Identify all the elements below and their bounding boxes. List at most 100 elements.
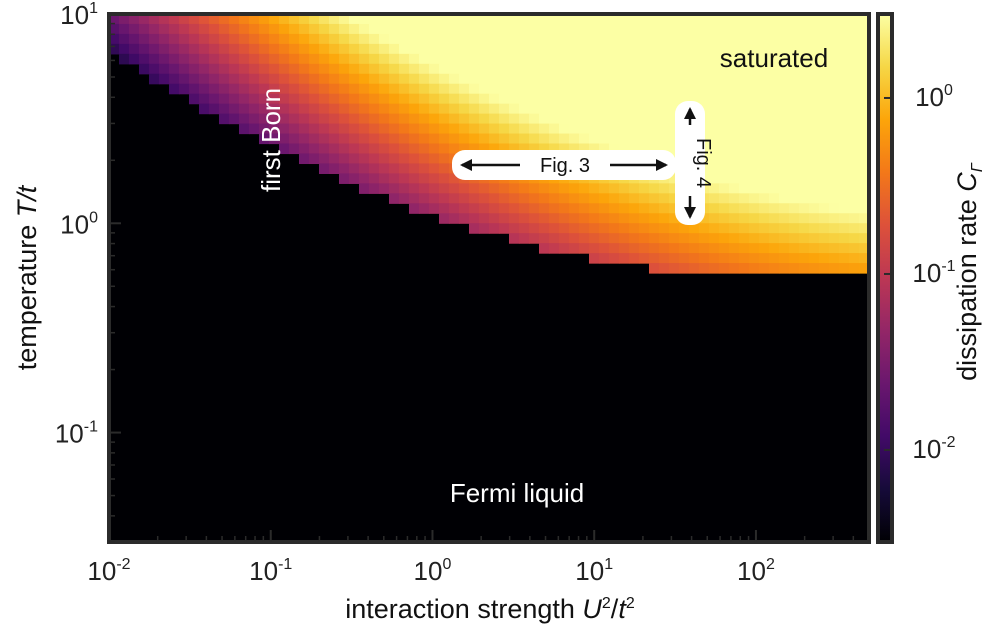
- heatmap-cell: [369, 83, 380, 95]
- heatmap-cell: [339, 153, 350, 165]
- heatmap-cell: [429, 113, 440, 125]
- heatmap-cell: [639, 113, 650, 125]
- heatmap-cell: [759, 233, 770, 244]
- heatmap-cell: [569, 223, 580, 234]
- heatmap-cell: [219, 23, 230, 35]
- heatmap-cell: [819, 33, 830, 45]
- heatmap-cell: [169, 14, 180, 25]
- heatmap-cell: [719, 23, 730, 35]
- heatmap-cell: [619, 83, 630, 95]
- heatmap-cell: [519, 43, 530, 55]
- heatmap-cell: [399, 33, 410, 45]
- heatmap-cell: [219, 113, 230, 125]
- heatmap-cell: [609, 33, 620, 45]
- heatmap-cell: [859, 113, 869, 125]
- heatmap-cell: [709, 33, 720, 45]
- heatmap-cell: [719, 243, 730, 254]
- heatmap-cell: [639, 93, 650, 105]
- heatmap-cell: [429, 14, 440, 25]
- heatmap-cell: [429, 163, 440, 174]
- heatmap-cell: [509, 33, 520, 45]
- heatmap-cell: [599, 73, 610, 85]
- heatmap-cell: [359, 63, 370, 75]
- heatmap-cell: [629, 243, 640, 254]
- heatmap-cell: [329, 83, 340, 95]
- heatmap-cell: [369, 14, 380, 25]
- heatmap-cell: [139, 43, 150, 55]
- heatmap-cell: [299, 53, 310, 65]
- heatmap-cell: [589, 43, 600, 55]
- heatmap-cell: [509, 113, 520, 125]
- heatmap-cell: [749, 193, 760, 204]
- heatmap-cell: [829, 163, 840, 174]
- heatmap-cell: [629, 113, 640, 125]
- heatmap-cell: [609, 63, 620, 75]
- heatmap-cell: [829, 193, 840, 204]
- heatmap-cell: [669, 33, 680, 45]
- heatmap-cell: [519, 33, 530, 45]
- heatmap-cell: [599, 213, 610, 224]
- heatmap-cell: [759, 103, 770, 115]
- heatmap-cell: [829, 153, 840, 165]
- heatmap-cell: [259, 63, 270, 75]
- heatmap-cell: [849, 203, 860, 214]
- heatmap-cell: [409, 14, 420, 25]
- heatmap-cell: [619, 123, 630, 135]
- heatmap-cell: [389, 153, 400, 165]
- heatmap-cell: [789, 163, 800, 174]
- heatmap-cell: [279, 33, 290, 45]
- heatmap-cell: [179, 53, 190, 65]
- heatmap-cell: [819, 253, 830, 264]
- heatmap-cell: [559, 33, 570, 45]
- heatmap-cell: [589, 63, 600, 75]
- heatmap-cell: [559, 103, 570, 115]
- heatmap-cell: [559, 193, 570, 204]
- heatmap-cell: [729, 163, 740, 174]
- heatmap-cell: [799, 83, 810, 95]
- heatmap-cell: [309, 63, 320, 75]
- heatmap-cell: [359, 73, 370, 85]
- heatmap-cell: [629, 53, 640, 65]
- heatmap-cell: [309, 123, 320, 135]
- heatmap-cell: [809, 93, 820, 105]
- heatmap-cell: [259, 33, 270, 45]
- heatmap-cell: [759, 63, 770, 75]
- heatmap-cell: [179, 63, 190, 75]
- heatmap-cell: [289, 143, 300, 155]
- heatmap-cell: [819, 243, 830, 254]
- heatmap-cell: [779, 14, 790, 25]
- fig3-range-marker: Fig. 3: [452, 150, 676, 180]
- heatmap-cell: [729, 223, 740, 234]
- heatmap-cell: [519, 203, 530, 214]
- heatmap-cell: [389, 23, 400, 35]
- heatmap-cell: [529, 73, 540, 85]
- heatmap-cell: [559, 93, 570, 105]
- heatmap-cell: [449, 63, 460, 75]
- heatmap-cell: [779, 73, 790, 85]
- heatmap-cell: [829, 173, 840, 184]
- heatmap-cell: [289, 63, 300, 75]
- heatmap-cell: [479, 73, 490, 85]
- heatmap-cell: [319, 43, 330, 55]
- heatmap-cell: [519, 23, 530, 35]
- heatmap-cell: [159, 33, 170, 45]
- heatmap-cell: [139, 63, 150, 75]
- heatmap-cell: [579, 93, 590, 105]
- heatmap-cell: [609, 223, 620, 234]
- heatmap-cell: [469, 193, 480, 204]
- heatmap-cell: [839, 263, 850, 274]
- heatmap-cell: [719, 73, 730, 85]
- heatmap-cell: [589, 213, 600, 224]
- x-axis-label: interaction strength U2/t2: [345, 594, 635, 624]
- heatmap-cell: [779, 173, 790, 184]
- heatmap-cell: [249, 14, 260, 25]
- heatmap-cell: [439, 123, 450, 135]
- heatmap-cell: [609, 113, 620, 125]
- heatmap-cell: [599, 83, 610, 95]
- heatmap-cell: [659, 103, 670, 115]
- heatmap-cell: [729, 253, 740, 264]
- heatmap-cell: [679, 14, 690, 25]
- heatmap-cell: [409, 43, 420, 55]
- heatmap-cell: [749, 263, 760, 274]
- heatmap-cell: [349, 173, 360, 184]
